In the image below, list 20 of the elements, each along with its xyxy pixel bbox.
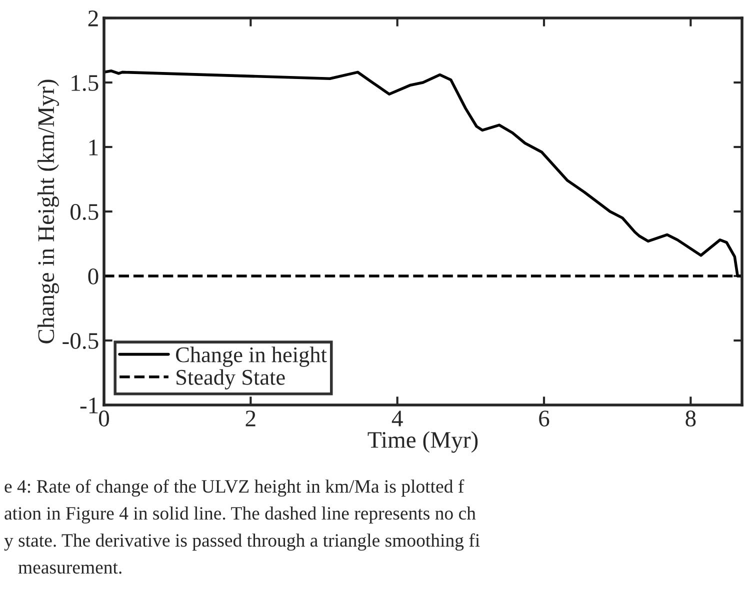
y-tick-label: 0.5: [70, 204, 98, 220]
x-axis-title: Time (Myr): [368, 431, 478, 453]
x-tick-label: 8: [686, 410, 696, 426]
y-tick-label: 0: [88, 268, 98, 284]
legend-label: Change in height: [176, 346, 327, 367]
y-tick-label: 1.5: [72, 75, 98, 92]
y-axis-title: Change in Height (km/Myr): [38, 80, 59, 344]
x-tick-label: 4: [392, 410, 403, 426]
text: measurement.: [18, 562, 122, 574]
y-tick-label: -1: [80, 398, 98, 414]
text: e 4: Rate of change of the ULVZ height in km/Ma is plotted f: [4, 479, 464, 497]
y-tick-label: -0.5: [62, 332, 98, 350]
legend-label: Steady State: [176, 369, 285, 390]
x-tick-label: 0: [98, 410, 110, 426]
x-tick-label: 6: [539, 410, 550, 426]
text: y state. The derivative is passed through a triangle smoothing fi: [4, 533, 480, 551]
x-tick-label: 2: [246, 410, 256, 426]
y-tick-label: 1: [89, 140, 98, 156]
y-tick-label: 2: [88, 10, 98, 26]
text: ation in Figure 4 in solid line. The dashed line represents no ch: [4, 506, 476, 524]
